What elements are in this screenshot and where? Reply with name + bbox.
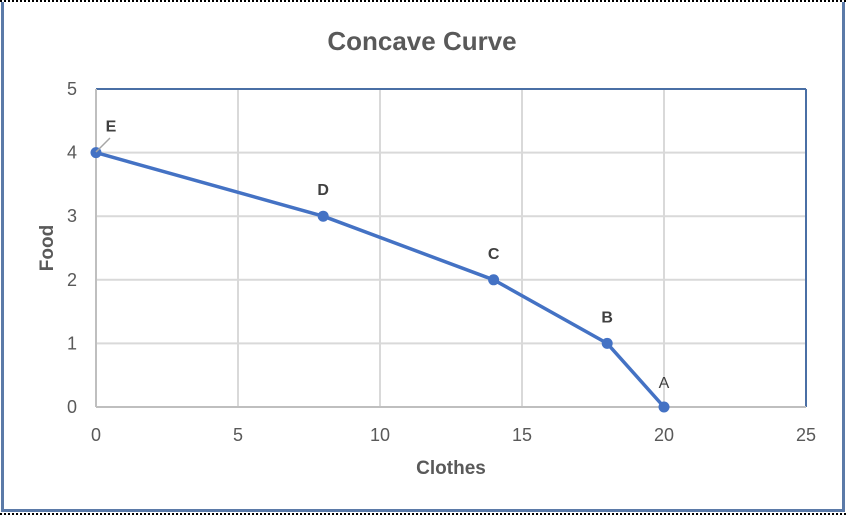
y-tick-label: 4 [67,143,77,163]
point-labels: E D C B A [106,119,670,392]
x-tick-label: 20 [654,425,674,445]
label-leader-line [95,137,111,153]
x-tick-label: 25 [796,425,816,445]
chart-title: Concave Curve [327,26,516,56]
y-tick-labels: 0 1 2 3 4 5 [67,79,77,417]
y-tick-label: 1 [67,333,77,353]
y-tick-label: 3 [67,206,77,226]
point-label-c: C [488,246,500,263]
data-point-marker [601,337,613,349]
gridlines [96,89,806,407]
data-point-marker [658,401,670,413]
y-axis-title: Food [37,225,58,271]
data-point-marker [488,274,500,286]
chart-border-right [842,2,845,511]
data-point-marker [317,210,329,222]
y-tick-label: 5 [67,79,77,99]
selection-dotted-bottom [0,513,847,515]
x-tick-label: 15 [512,425,532,445]
chart-border-bottom [1,509,845,512]
y-tick-label: 0 [67,397,77,417]
point-label-b: B [601,309,613,326]
x-tick-label: 0 [91,425,101,445]
y-tick-label: 2 [67,270,77,290]
point-label-d: D [317,182,329,199]
x-tick-label: 10 [370,425,390,445]
x-tick-labels: 0 5 10 15 20 25 [91,425,816,445]
selection-dotted-top [0,0,847,2]
x-tick-label: 5 [233,425,243,445]
point-label-a: A [659,375,670,392]
chart-border-left [1,2,4,511]
x-axis-title: Clothes [416,458,486,479]
series-markers [90,147,670,413]
point-label-e: E [106,119,117,136]
